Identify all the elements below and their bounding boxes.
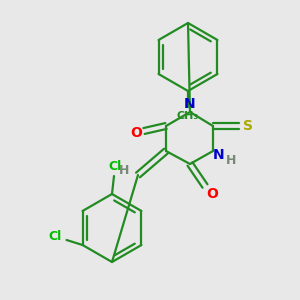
Text: CH₃: CH₃ bbox=[177, 111, 199, 121]
Text: H: H bbox=[119, 164, 129, 178]
Text: Cl: Cl bbox=[108, 160, 122, 172]
Text: O: O bbox=[206, 187, 218, 201]
Text: H: H bbox=[226, 154, 236, 167]
Text: Cl: Cl bbox=[48, 230, 61, 244]
Text: O: O bbox=[130, 126, 142, 140]
Text: N: N bbox=[184, 97, 196, 111]
Text: N: N bbox=[213, 148, 225, 162]
Text: S: S bbox=[243, 119, 253, 133]
